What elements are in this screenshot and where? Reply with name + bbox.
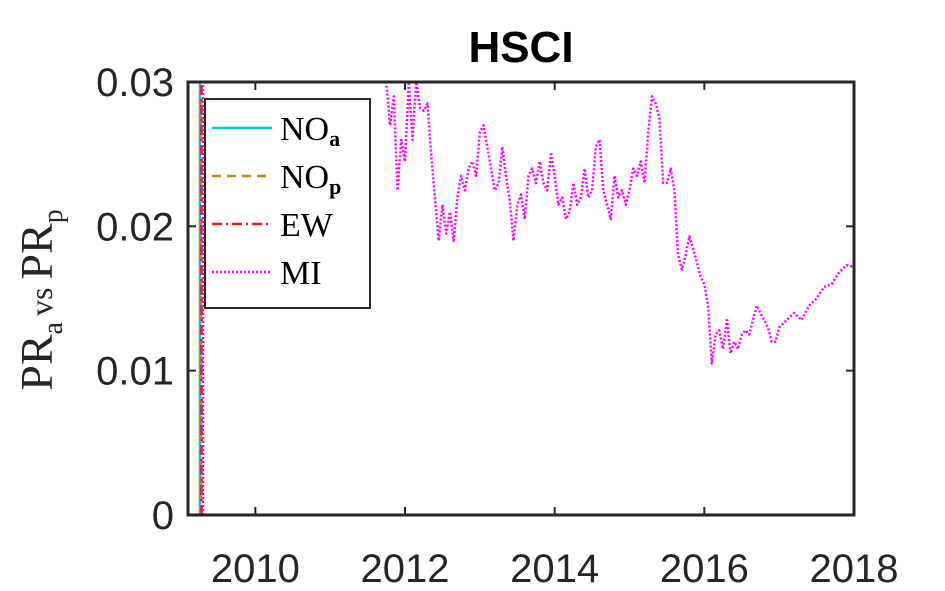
- legend-label: NOp: [280, 159, 341, 199]
- y-axis-label-sub2: p: [38, 209, 69, 223]
- y-tick-label: 0.01: [96, 350, 174, 394]
- series-line-mi: [201, 82, 854, 515]
- y-tick-labels: 0 0.01 0.02 0.03: [96, 61, 174, 538]
- y-tick-label: 0.03: [96, 61, 174, 105]
- x-tick-label: 2018: [810, 547, 899, 591]
- y-axis-label-mid: vs: [23, 288, 59, 316]
- y-tick-label: 0.02: [96, 205, 174, 249]
- y-axis-label-main1: PR: [11, 334, 62, 391]
- x-tick-label: 2012: [361, 547, 450, 591]
- chart-title: HSCI: [468, 23, 573, 72]
- y-axis-label: PRavsPRp: [11, 209, 69, 390]
- legend-items: NOa NOp EW MI: [212, 111, 341, 292]
- legend-label: EW: [280, 207, 334, 244]
- x-tick-label: 2016: [660, 547, 749, 591]
- x-tick-label: 2010: [211, 547, 300, 591]
- y-tick-label: 0: [152, 494, 174, 538]
- legend-label: MI: [280, 255, 322, 292]
- x-tick-label: 2014: [510, 547, 599, 591]
- y-axis-label-sub1: a: [38, 321, 69, 334]
- legend-label: NOa: [280, 111, 340, 151]
- legend: NOa NOp EW MI: [204, 98, 371, 309]
- x-tick-labels: 2010 2012 2014 2016 2018: [211, 547, 899, 591]
- y-axis-label-main2: PR: [11, 223, 62, 280]
- plot-area-frame: [186, 80, 856, 517]
- series-layer: [198, 82, 854, 515]
